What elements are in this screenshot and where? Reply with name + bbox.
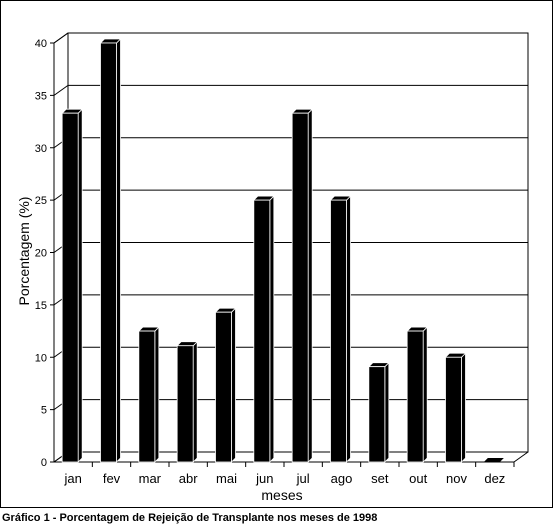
bar-fev: [99, 38, 122, 463]
x-tick-label-mai: mai: [216, 471, 237, 486]
bar-side: [346, 195, 351, 463]
bar-side: [307, 108, 313, 463]
bar-front: [253, 199, 271, 463]
bar-out: [406, 326, 429, 463]
bar-front: [445, 356, 462, 463]
bar-dez: [483, 458, 504, 462]
x-tick-label-jan: jan: [63, 471, 81, 486]
y-tick-label: 10: [35, 352, 47, 364]
bar-front: [406, 330, 424, 463]
bar-top: [291, 108, 314, 114]
chart-frame: 0 5 10 15 20 25 30 35 40 jan fev mar abr mai jun jul ag…: [0, 0, 553, 508]
y-tick-label: 20: [35, 248, 47, 260]
bar-front: [291, 112, 309, 463]
bar-nov: [444, 352, 467, 463]
y-tick-label: 15: [35, 300, 47, 312]
bar-front: [176, 345, 194, 463]
bar-mai: [214, 307, 237, 463]
bar-front: [330, 199, 347, 463]
x-tick-label-ago: ago: [331, 471, 353, 486]
y-tick-label: 0: [41, 457, 47, 469]
bar-side: [77, 108, 83, 463]
x-axis-title: meses: [261, 487, 302, 503]
floor-edge-right: [513, 451, 529, 463]
bar-side: [116, 38, 121, 463]
bar-front: [138, 330, 156, 463]
bar-top: [367, 362, 390, 368]
bar-front: [368, 366, 386, 463]
y-tick-label: 25: [35, 195, 47, 207]
bar-top: [252, 195, 275, 201]
bar-side: [154, 326, 160, 463]
bar-top: [406, 326, 429, 332]
y-tick-label: 40: [35, 38, 47, 50]
x-tick-label-abr: abr: [179, 471, 198, 486]
x-tick-label-mar: mar: [139, 471, 162, 486]
gridline-depth: [53, 84, 69, 96]
y-axis-title: Porcentagem (%): [16, 197, 32, 306]
y-tick-label: 5: [41, 405, 47, 417]
bar-top: [99, 38, 122, 44]
bar-front: [215, 311, 232, 463]
bar-top: [137, 326, 160, 332]
bar-top: [214, 307, 237, 313]
y-axis-ticks: 0 5 10 15 20 25 30 35 40: [35, 38, 54, 469]
bar-front: [100, 42, 117, 463]
bar-top: [483, 458, 504, 462]
x-tick-label-jun: jun: [255, 471, 273, 486]
chart-caption: Gráfico 1 - Porcentagem de Rejeição de T…: [2, 512, 378, 524]
bar-front: [61, 112, 79, 463]
bar-top: [176, 341, 199, 347]
bar-side: [192, 340, 198, 463]
bar-side: [461, 352, 466, 463]
bar-set: [367, 361, 390, 463]
x-tick-label-nov: nov: [446, 471, 467, 486]
chart-bars: [61, 38, 504, 463]
bar-side: [269, 195, 275, 463]
x-tick-label-dez: dez: [484, 471, 505, 486]
bar-jul: [291, 108, 314, 463]
y-tick-label: 30: [35, 143, 47, 155]
bar-top: [444, 352, 467, 358]
bar-mar: [137, 326, 160, 463]
bar-abr: [176, 340, 199, 463]
y-tick-label: 35: [35, 90, 47, 102]
x-tick-label-jul: jul: [296, 471, 310, 486]
x-tick-label-fev: fev: [103, 471, 121, 486]
x-tick-label-out: out: [409, 471, 427, 486]
bar-jun: [252, 195, 275, 463]
bar-side: [384, 361, 390, 463]
bar-side: [422, 326, 428, 463]
bar-jan: [61, 108, 84, 463]
bar-top: [329, 195, 352, 201]
bar-side: [231, 307, 236, 463]
wall-edge-top: [53, 32, 69, 44]
x-axis-labels: jan fev mar abr mai jun jul ago set out nov dez: [63, 462, 515, 486]
bar-chart: 0 5 10 15 20 25 30 35 40 jan fev mar abr mai jun jul ag…: [16, 32, 529, 503]
bar-ago: [329, 195, 352, 463]
x-tick-label-set: set: [371, 471, 389, 486]
bar-top: [61, 108, 84, 114]
